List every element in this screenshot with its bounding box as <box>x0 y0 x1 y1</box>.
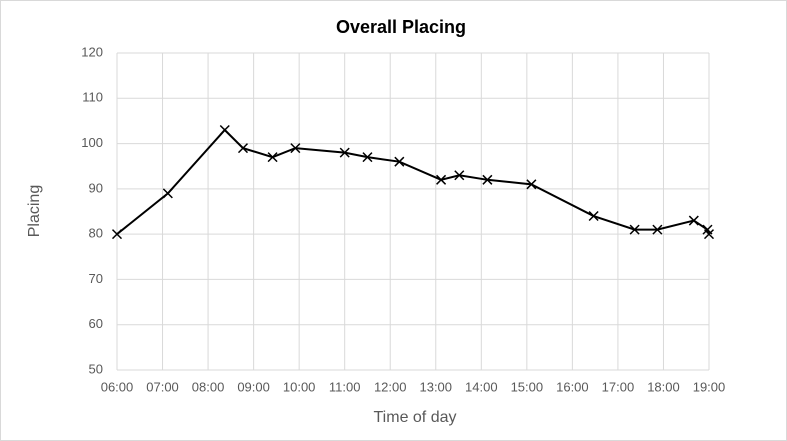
x-tick-label: 09:00 <box>237 379 270 394</box>
x-tick-label: 17:00 <box>602 379 635 394</box>
marker <box>526 179 537 190</box>
marker <box>162 188 173 199</box>
marker <box>652 224 663 235</box>
marker <box>703 229 715 240</box>
y-axis-label: Placing <box>26 185 43 237</box>
marker <box>436 174 447 185</box>
marker <box>237 143 249 154</box>
marker <box>394 156 405 167</box>
y-tick-label: 110 <box>82 90 103 105</box>
marker <box>629 224 640 235</box>
y-tick-label: 50 <box>89 361 103 376</box>
x-tick-label: 11:00 <box>329 379 361 394</box>
marker <box>482 174 493 185</box>
x-tick-label: 19:00 <box>693 379 726 394</box>
x-tick-label: 06:00 <box>101 379 134 394</box>
marker <box>339 147 350 158</box>
chart-title: Overall Placing <box>336 17 466 37</box>
marker <box>267 152 278 163</box>
y-tick-label: 90 <box>89 180 103 195</box>
marker <box>454 170 465 181</box>
y-tick-label: 100 <box>81 135 103 150</box>
marker <box>362 152 373 163</box>
x-tick-label: 15:00 <box>511 379 544 394</box>
marker <box>111 229 123 240</box>
x-tick-label: 10:00 <box>283 379 316 394</box>
x-tick-label: 07:00 <box>146 379 179 394</box>
x-tick-label: 16:00 <box>556 379 589 394</box>
y-tick-label: 80 <box>89 226 103 241</box>
y-tick-label: 70 <box>89 271 103 286</box>
x-tick-label: 08:00 <box>192 379 225 394</box>
marker <box>290 143 301 154</box>
x-tick-label: 18:00 <box>647 379 680 394</box>
x-axis-label: Time of day <box>374 409 457 426</box>
y-tick-label: 60 <box>89 316 103 331</box>
x-tick-label: 14:00 <box>465 379 498 394</box>
marker <box>588 210 599 222</box>
x-tick-label: 12:00 <box>374 379 407 394</box>
marker <box>688 215 699 226</box>
marker <box>219 124 230 136</box>
x-tick-label: 13:00 <box>419 379 452 394</box>
y-tick-label: 120 <box>81 44 103 59</box>
